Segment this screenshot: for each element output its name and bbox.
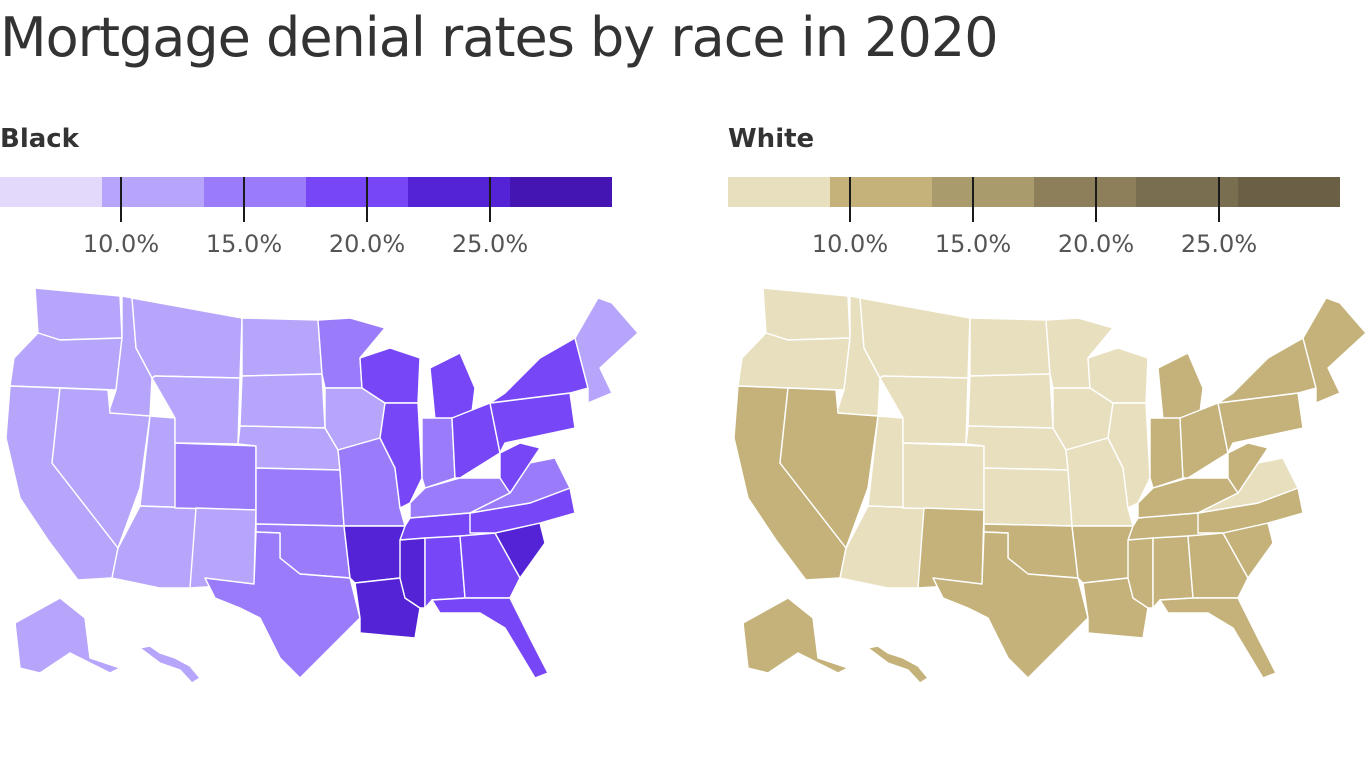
legend-tick — [243, 177, 245, 222]
legend-tick-label: 25.0% — [1180, 230, 1258, 258]
legend-tick-label: 15.0% — [934, 230, 1012, 258]
legend-tick — [489, 177, 491, 222]
legend-bin — [0, 177, 102, 207]
state-nm — [917, 507, 985, 589]
legend-bin — [408, 177, 510, 207]
state-tx — [932, 531, 1089, 679]
state-ak — [742, 597, 849, 674]
state-co — [902, 442, 985, 511]
state-oh — [451, 402, 501, 479]
state-mt — [131, 297, 243, 379]
state-oh — [1179, 402, 1229, 479]
legend-bin — [204, 177, 306, 207]
legend-tick-label: 20.0% — [1057, 230, 1135, 258]
legend-bin — [510, 177, 612, 207]
legend-bin — [102, 177, 204, 207]
state-ne_us — [1302, 297, 1366, 404]
state-ny — [1217, 337, 1317, 404]
state-il — [379, 402, 423, 509]
state-mt — [859, 297, 971, 379]
state-wa — [762, 287, 851, 341]
legend-tick-label: 20.0% — [328, 230, 406, 258]
state-ks — [983, 467, 1073, 527]
state-or — [9, 332, 123, 391]
state-hi — [867, 645, 929, 684]
legend-bin — [1136, 177, 1238, 207]
panel-black: Black 10.0% 15.0% 20.0% 25.0% — [0, 120, 640, 710]
panel-label-black: Black — [0, 124, 79, 154]
state-nm — [189, 507, 257, 589]
legend-tick-label: 25.0% — [451, 230, 529, 258]
state-al — [424, 535, 466, 609]
state-nv — [51, 387, 151, 549]
legend-bin — [728, 177, 830, 207]
chart-title: Mortgage denial rates by race in 2020 — [0, 6, 999, 69]
state-tx — [204, 531, 361, 679]
state-in — [1149, 417, 1184, 489]
state-nv — [779, 387, 879, 549]
legend-bar-white — [728, 177, 1340, 207]
state-wa — [34, 287, 123, 341]
legend-bin — [830, 177, 932, 207]
legend-bin — [1238, 177, 1340, 207]
legend-tick-label: 10.0% — [811, 230, 889, 258]
state-hi — [139, 645, 201, 684]
state-ak — [14, 597, 121, 674]
state-nd — [969, 317, 1051, 377]
state-fl — [431, 597, 549, 679]
legend-bin — [932, 177, 1034, 207]
state-ny — [489, 337, 589, 404]
legend-tick-label: 15.0% — [205, 230, 283, 258]
legend-tick — [972, 177, 974, 222]
legend-bin — [306, 177, 408, 207]
state-ar — [1071, 525, 1134, 584]
state-wv — [499, 442, 541, 494]
legend-tick — [1095, 177, 1097, 222]
state-ne_us — [574, 297, 639, 404]
legend-bin — [1034, 177, 1136, 207]
state-ar — [343, 525, 406, 584]
state-in — [421, 417, 456, 489]
legend-tick — [1218, 177, 1220, 222]
state-fl — [1159, 597, 1277, 679]
legend-tick — [120, 177, 122, 222]
state-il — [1107, 402, 1151, 509]
legend-bar-black — [0, 177, 612, 207]
state-co — [174, 442, 257, 511]
state-or — [737, 332, 851, 391]
legend-tick — [849, 177, 851, 222]
state-ks — [255, 467, 345, 527]
legend-tick — [366, 177, 368, 222]
panel-white: White 10.0% 15.0% 20.0% 25.0% — [728, 120, 1366, 710]
us-map-white — [733, 287, 1366, 684]
legend-tick-label: 10.0% — [82, 230, 160, 258]
state-nd — [241, 317, 323, 377]
us-map-black — [5, 287, 639, 684]
state-wv — [1227, 442, 1269, 494]
state-al — [1152, 535, 1194, 609]
state-sd — [239, 373, 326, 429]
panel-label-white: White — [728, 124, 815, 154]
state-sd — [967, 373, 1054, 429]
